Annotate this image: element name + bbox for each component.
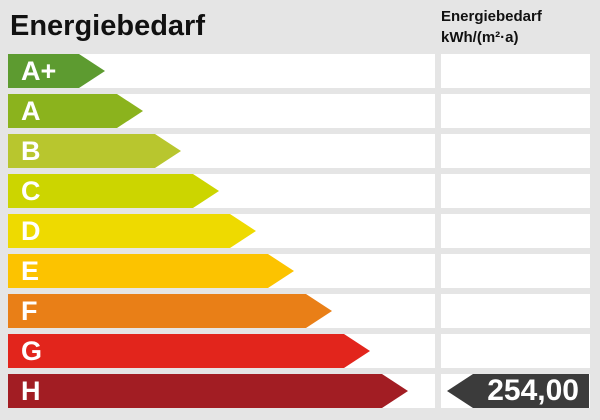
value-column-cell [441, 94, 590, 128]
class-bar-b: B [8, 134, 181, 168]
class-bar-g: G [8, 334, 370, 368]
scale-row-track: F [8, 294, 435, 328]
value-column-cell [441, 294, 590, 328]
class-bar-e: E [8, 254, 294, 288]
class-bar-label: E [21, 255, 40, 286]
scale-row-track: H [8, 374, 435, 408]
scale-row-track: E [8, 254, 435, 288]
class-bar-d: D [8, 214, 256, 248]
unit-label: Energiebedarf kWh/(m²·a) [441, 6, 542, 48]
scale-row-track: C [8, 174, 435, 208]
value-column-cell [441, 254, 590, 288]
class-bar-label: B [21, 135, 41, 166]
scale-row-track: A [8, 94, 435, 128]
class-bar-label: H [21, 375, 41, 406]
unit-label-line1: Energiebedarf [441, 8, 542, 25]
class-bar-label: D [21, 215, 41, 246]
value-column-cell [441, 134, 590, 168]
value-column-cell [441, 54, 590, 88]
class-bar-c: C [8, 174, 219, 208]
class-bar-label: G [21, 335, 43, 366]
value-arrow: 254,00 [447, 374, 589, 408]
class-bar-label: C [21, 175, 41, 206]
scale-row-track: G [8, 334, 435, 368]
unit-label-line2: kWh/(m²·a) [441, 29, 519, 46]
scale-row-track: A+ [8, 54, 435, 88]
scale-row-track: D [8, 214, 435, 248]
class-bar-aplus: A+ [8, 54, 105, 88]
class-bar-h: H [8, 374, 408, 408]
value-column-cell [441, 334, 590, 368]
class-bar-f: F [8, 294, 332, 328]
class-bar-a: A [8, 94, 143, 128]
value-text: 254,00 [487, 374, 579, 407]
value-column-cell [441, 174, 590, 208]
page-title: Energiebedarf [10, 10, 205, 42]
scale-row-track: B [8, 134, 435, 168]
value-column-cell [441, 214, 590, 248]
class-bar-label: A [21, 95, 41, 126]
class-bar-label: F [21, 295, 38, 326]
class-bar-label: A+ [21, 55, 57, 86]
